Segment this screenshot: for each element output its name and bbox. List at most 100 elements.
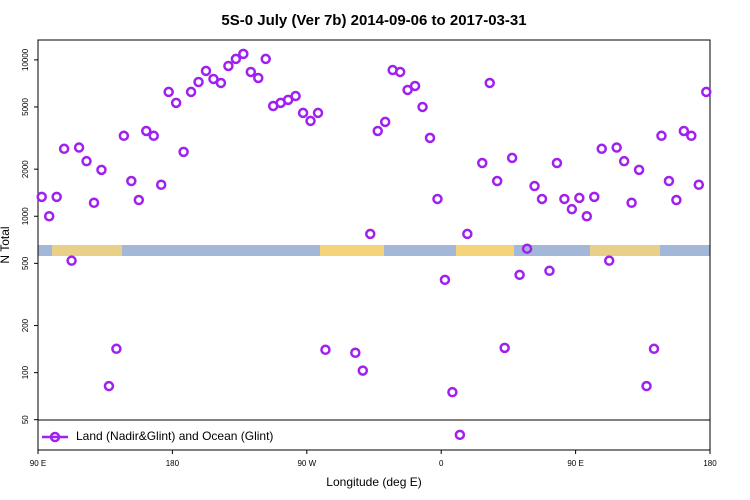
- y-tick-label: 10000: [21, 48, 30, 71]
- point: [439, 274, 451, 286]
- y-tick-label: 200: [21, 318, 30, 332]
- point: [379, 116, 391, 128]
- point: [663, 175, 675, 187]
- plot-frame: [37, 39, 711, 451]
- point: [170, 97, 182, 109]
- point: [477, 157, 488, 169]
- point: [230, 53, 242, 65]
- point: [409, 80, 421, 92]
- x-tick-label: 90 E: [30, 459, 46, 468]
- point: [238, 48, 249, 60]
- point: [126, 175, 137, 187]
- point: [424, 132, 436, 144]
- y-tick-label: 500: [21, 256, 30, 270]
- point: [148, 130, 159, 142]
- point: [96, 164, 107, 176]
- point: [290, 90, 301, 102]
- legend-marker: [49, 431, 61, 443]
- point: [133, 194, 145, 206]
- point: [51, 191, 62, 203]
- point: [417, 101, 428, 113]
- point: [357, 365, 369, 376]
- point: [141, 125, 152, 137]
- point: [372, 125, 383, 137]
- point: [603, 255, 615, 266]
- point: [514, 269, 525, 281]
- point: [297, 107, 309, 119]
- point: [589, 191, 600, 203]
- y-tick-label: 100: [21, 365, 30, 379]
- point: [544, 265, 555, 277]
- point: [365, 228, 376, 240]
- point: [185, 86, 197, 98]
- y-tick-label: 5000: [21, 97, 30, 115]
- point: [462, 228, 473, 240]
- point: [521, 243, 533, 254]
- point: [648, 343, 660, 355]
- x-tick-label: 180: [703, 459, 717, 468]
- x-tick-label: 90 E: [567, 459, 583, 468]
- point: [81, 155, 92, 167]
- point: [686, 130, 697, 142]
- point: [559, 193, 570, 205]
- map-strip: [38, 245, 710, 256]
- point: [454, 429, 466, 441]
- point: [58, 143, 70, 155]
- point: [596, 143, 607, 155]
- point: [499, 342, 510, 354]
- point: [574, 192, 585, 204]
- point: [656, 130, 667, 142]
- x-axis-label: Longitude (deg E): [326, 475, 421, 489]
- point: [484, 77, 495, 89]
- point: [88, 197, 100, 208]
- point: [215, 77, 227, 89]
- point: [394, 66, 406, 78]
- point: [536, 193, 548, 205]
- point: [223, 60, 234, 72]
- point: [260, 53, 271, 65]
- point: [163, 86, 174, 98]
- point: [693, 179, 705, 191]
- point: [305, 115, 316, 127]
- point: [633, 164, 645, 176]
- y-tick-label: 50: [21, 415, 30, 424]
- x-tick-label: 90 W: [297, 459, 316, 468]
- y-tick-label: 1000: [21, 207, 30, 225]
- point: [611, 142, 622, 153]
- point: [551, 157, 563, 169]
- point: [208, 73, 219, 85]
- point: [200, 65, 212, 77]
- y-axis-label: N Total: [0, 226, 12, 263]
- x-tick-label: 0: [439, 459, 444, 468]
- point: [491, 175, 503, 187]
- point: [618, 155, 630, 167]
- point: [73, 142, 85, 153]
- point: [529, 180, 540, 192]
- point: [566, 203, 578, 215]
- point: [432, 193, 443, 205]
- point: [118, 130, 130, 142]
- chart-title: 5S-0 July (Ver 7b) 2014-09-06 to 2017-03…: [221, 12, 526, 29]
- x-tick-label: 180: [166, 459, 180, 468]
- point: [581, 210, 593, 222]
- point: [193, 76, 204, 88]
- point: [155, 179, 167, 191]
- point: [43, 210, 55, 222]
- point: [402, 84, 413, 96]
- y-tick-label: 2000: [21, 160, 30, 178]
- point: [701, 86, 712, 98]
- point: [678, 125, 690, 137]
- point: [111, 343, 122, 355]
- legend-label: Land (Nadir&Glint) and Ocean (Glint): [76, 429, 273, 443]
- point: [641, 380, 652, 392]
- point: [506, 152, 518, 164]
- point: [178, 146, 189, 158]
- point: [253, 72, 264, 84]
- point: [350, 347, 361, 358]
- point: [36, 191, 47, 203]
- point: [626, 197, 637, 208]
- point: [320, 344, 331, 356]
- point: [66, 255, 77, 266]
- point: [447, 386, 458, 398]
